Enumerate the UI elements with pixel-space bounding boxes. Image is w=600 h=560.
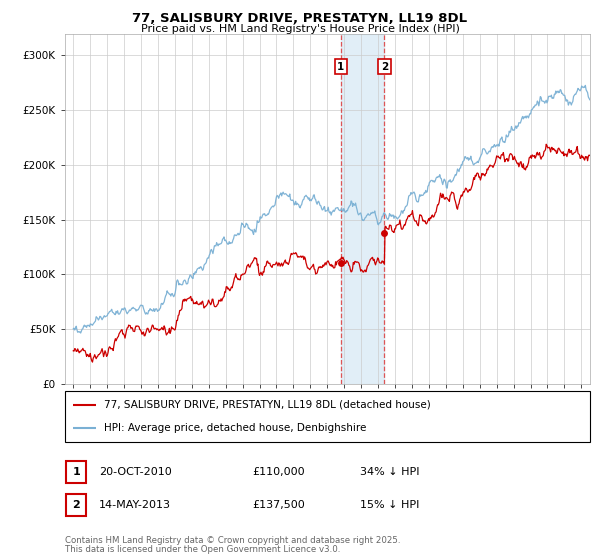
Text: 77, SALISBURY DRIVE, PRESTATYN, LL19 8DL (detached house): 77, SALISBURY DRIVE, PRESTATYN, LL19 8DL… <box>104 400 431 410</box>
Text: £110,000: £110,000 <box>252 467 305 477</box>
Text: Contains HM Land Registry data © Crown copyright and database right 2025.: Contains HM Land Registry data © Crown c… <box>65 536 400 545</box>
Text: £137,500: £137,500 <box>252 500 305 510</box>
Text: 77, SALISBURY DRIVE, PRESTATYN, LL19 8DL: 77, SALISBURY DRIVE, PRESTATYN, LL19 8DL <box>133 12 467 25</box>
Text: 15% ↓ HPI: 15% ↓ HPI <box>360 500 419 510</box>
Text: 2: 2 <box>381 62 388 72</box>
Bar <box>341 34 385 384</box>
Text: 1: 1 <box>337 62 344 72</box>
Text: 34% ↓ HPI: 34% ↓ HPI <box>360 467 419 477</box>
Text: 14-MAY-2013: 14-MAY-2013 <box>99 500 171 510</box>
Text: 20-OCT-2010: 20-OCT-2010 <box>99 467 172 477</box>
Text: HPI: Average price, detached house, Denbighshire: HPI: Average price, detached house, Denb… <box>104 423 367 433</box>
Text: 2: 2 <box>73 500 80 510</box>
Text: 1: 1 <box>73 467 80 477</box>
Text: This data is licensed under the Open Government Licence v3.0.: This data is licensed under the Open Gov… <box>65 545 340 554</box>
Text: Price paid vs. HM Land Registry's House Price Index (HPI): Price paid vs. HM Land Registry's House … <box>140 24 460 34</box>
